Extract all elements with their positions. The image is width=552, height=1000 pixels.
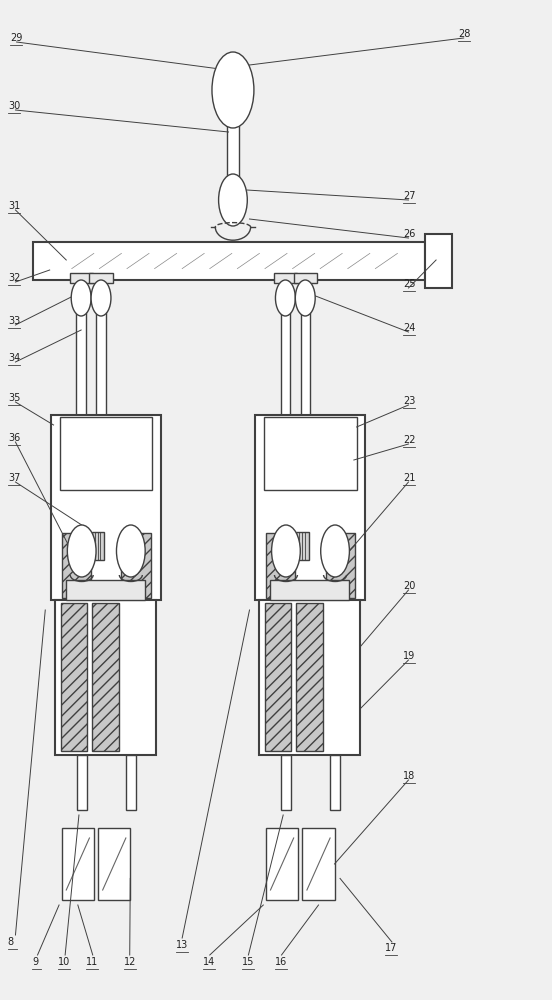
Bar (121, 533, 151, 598)
Circle shape (275, 280, 295, 316)
Text: 9: 9 (32, 957, 38, 967)
Bar (77, 755, 87, 810)
Text: 31: 31 (8, 201, 20, 211)
Circle shape (91, 280, 111, 316)
Text: 22: 22 (403, 435, 416, 445)
Bar (255, 415, 365, 600)
Bar (55, 600, 156, 755)
Text: 10: 10 (58, 957, 70, 967)
Text: 11: 11 (86, 957, 98, 967)
Bar (92, 532, 104, 560)
Text: 12: 12 (124, 957, 136, 967)
Text: 15: 15 (242, 957, 254, 967)
Bar (281, 280, 290, 416)
Circle shape (116, 525, 145, 577)
Text: 35: 35 (8, 393, 20, 403)
Bar (302, 828, 335, 900)
Text: 16: 16 (275, 957, 287, 967)
Bar (296, 603, 323, 751)
Text: 34: 34 (8, 353, 20, 363)
Bar (259, 600, 360, 755)
Circle shape (212, 52, 254, 128)
Text: 8: 8 (8, 937, 14, 947)
Bar (51, 415, 161, 600)
Text: 25: 25 (403, 279, 416, 289)
Bar (70, 273, 93, 283)
Bar (281, 755, 291, 810)
Text: 26: 26 (403, 229, 415, 239)
Text: 19: 19 (403, 651, 415, 661)
Bar (266, 533, 295, 598)
Circle shape (67, 525, 96, 577)
Bar (33, 242, 425, 280)
Bar (301, 280, 310, 416)
Text: 32: 32 (8, 273, 20, 283)
Circle shape (321, 525, 349, 577)
Text: 21: 21 (403, 473, 415, 483)
Text: 27: 27 (403, 191, 416, 201)
Text: 18: 18 (403, 771, 415, 781)
Text: 17: 17 (385, 943, 397, 953)
Bar (264, 417, 357, 490)
Bar (330, 755, 340, 810)
Bar (76, 280, 86, 416)
Bar (126, 755, 136, 810)
Text: 36: 36 (8, 433, 20, 443)
Bar (92, 603, 119, 751)
Text: 30: 30 (8, 101, 20, 111)
Text: 33: 33 (8, 316, 20, 326)
Bar (274, 273, 297, 283)
Bar (62, 533, 91, 598)
Circle shape (219, 174, 247, 226)
Bar (96, 280, 106, 416)
Bar (265, 603, 291, 751)
Text: 20: 20 (403, 581, 415, 591)
Bar (425, 234, 452, 288)
Bar (89, 273, 113, 283)
Circle shape (71, 280, 91, 316)
Bar (66, 580, 145, 600)
Circle shape (272, 525, 300, 577)
Bar (326, 533, 355, 598)
Text: 28: 28 (458, 29, 470, 39)
Bar (62, 828, 94, 900)
Bar (98, 828, 130, 900)
Bar (270, 580, 349, 600)
Text: 23: 23 (403, 396, 415, 406)
Bar (294, 273, 317, 283)
Text: 14: 14 (203, 957, 215, 967)
Bar (296, 532, 309, 560)
Text: 37: 37 (8, 473, 20, 483)
Text: 13: 13 (176, 940, 188, 950)
Bar (60, 417, 152, 490)
Text: 24: 24 (403, 323, 415, 333)
Circle shape (295, 280, 315, 316)
Bar (227, 92, 239, 192)
Text: 29: 29 (10, 33, 22, 43)
Bar (266, 828, 298, 900)
Bar (61, 603, 87, 751)
